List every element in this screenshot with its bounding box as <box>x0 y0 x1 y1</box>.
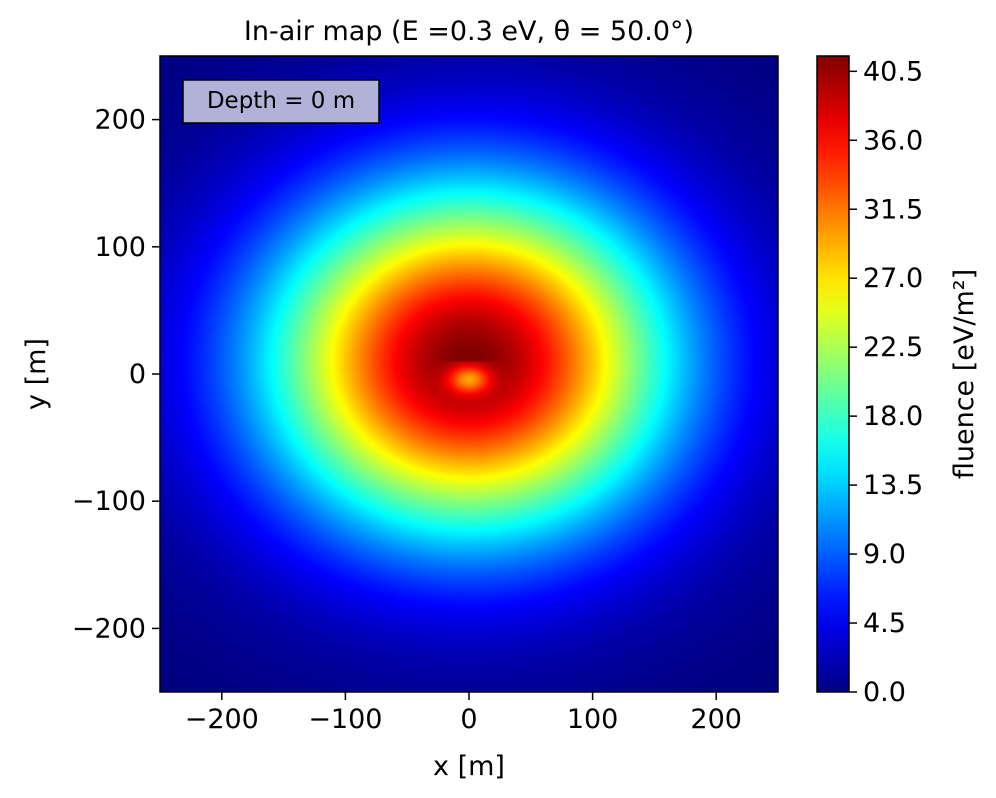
y-axis: −200 −100 0 100 200 <box>72 105 160 644</box>
colorbar-tick-label: 40.5 <box>863 56 923 87</box>
colorbar-tick-label: 27.0 <box>863 263 923 294</box>
colorbar-frame <box>816 55 850 693</box>
colorbar-tick-label: 22.5 <box>863 332 923 363</box>
x-tick-label: 0 <box>460 704 477 735</box>
depth-annotation: Depth = 0 m <box>182 79 380 124</box>
depth-annotation-text: Depth = 0 m <box>207 88 355 114</box>
colorbar: 0.0 4.5 9.0 13.5 18.0 22.5 27.0 31.5 36.0 40.5 fl… <box>816 55 980 708</box>
x-axis-label: x [m] <box>433 751 505 782</box>
colorbar-tick-label: 36.0 <box>863 125 923 156</box>
x-tick-label: 100 <box>567 704 619 735</box>
colorbar-tick-label: 31.5 <box>863 194 923 225</box>
x-tick-label: 200 <box>690 704 742 735</box>
colorbar-tick-label: 4.5 <box>863 608 906 639</box>
y-tick-label: 0 <box>129 359 146 390</box>
colorbar-tick-label: 13.5 <box>863 470 923 501</box>
colorbar-tick-label: 9.0 <box>863 539 906 570</box>
depth-annotation-box <box>182 79 380 124</box>
x-axis: −200 −100 0 100 200 <box>185 692 742 735</box>
chart-title: In-air map (E =0.3 eV, θ = 50.0°) <box>244 16 694 47</box>
x-tick-label: −200 <box>185 704 259 735</box>
x-tick-label: −100 <box>308 704 382 735</box>
colorbar-fill <box>817 56 849 692</box>
y-tick-label: 200 <box>94 105 146 136</box>
colorbar-label: fluence [eV/m²] <box>949 269 980 479</box>
y-tick-label: 100 <box>94 232 146 263</box>
colorbar-tick-label: 18.0 <box>863 401 923 432</box>
y-tick-label: −100 <box>72 486 146 517</box>
y-axis-label: y [m] <box>21 338 52 410</box>
plot-area: Depth = 0 m <box>159 55 779 693</box>
colorbar-tick-label: 0.0 <box>863 677 906 708</box>
colorbar-ticks: 0.0 4.5 9.0 13.5 18.0 22.5 27.0 31.5 36.0 40.5 <box>849 56 923 708</box>
y-tick-label: −200 <box>72 613 146 644</box>
heatmap-image <box>160 56 778 692</box>
